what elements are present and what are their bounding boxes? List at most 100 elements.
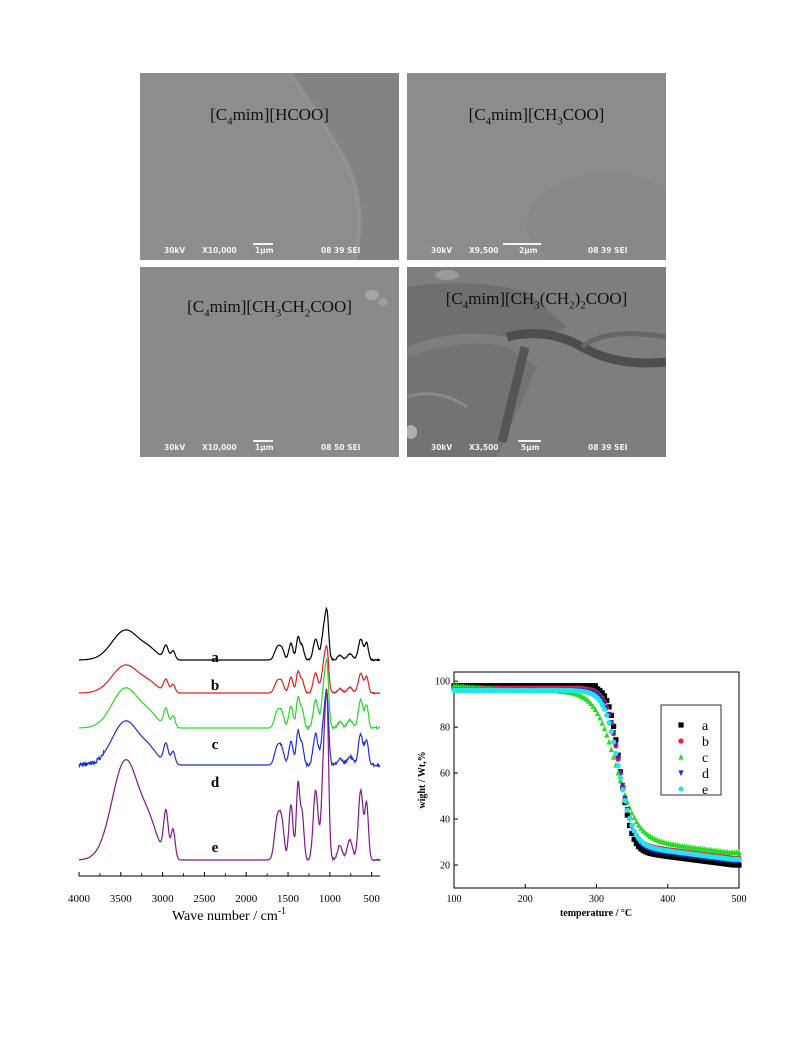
sem-scale-text: 5µm — [521, 443, 540, 452]
tga-point — [601, 693, 608, 699]
tga-point — [629, 830, 635, 836]
tga-legend-box — [660, 704, 722, 796]
ftir-series-label-e: e — [212, 840, 219, 856]
sem-magnification: X10,000 — [202, 443, 237, 452]
tga-point — [597, 714, 603, 721]
sem-code: 08 50 SEI — [321, 443, 361, 452]
tga-x-tick-label: 400 — [660, 894, 675, 905]
sem-label-3: [C4mim][CH3CH2COO] — [187, 297, 352, 320]
tga-point — [590, 703, 596, 709]
sem-panel-1: [C4mim][HCOO] 30kV X10,000 1µm 08 39 SEI — [140, 73, 399, 260]
sem-scale-bar — [253, 243, 273, 245]
tga-point — [588, 700, 594, 707]
sem-magnification: X9,500 — [469, 246, 499, 255]
tga-point — [617, 775, 624, 781]
tga-point — [615, 752, 621, 758]
sem-scale-bar — [518, 440, 541, 442]
sem-label-4: [C4mim][CH3(CH2)2COO] — [445, 289, 628, 312]
sem-code: 08 39 SEI — [588, 246, 628, 255]
ftir-x-tick-label: 2500 — [193, 893, 216, 905]
tga-point — [585, 698, 592, 704]
tga-point — [613, 737, 619, 743]
sem-magnification: X3,500 — [469, 443, 499, 452]
tga-x-axis-label: temperature / °C — [560, 908, 632, 919]
ftir-curve-b — [79, 644, 381, 695]
tga-legend-label-b: b — [702, 735, 709, 750]
tga-y-axis-label: wight / Wt,% — [417, 751, 428, 808]
ftir-series-label-c: c — [212, 737, 219, 753]
tga-point — [613, 750, 619, 756]
ftir-series-label-d: d — [211, 775, 220, 791]
sem-voltage: 30kV — [164, 246, 186, 255]
tga-point — [640, 827, 646, 834]
tga-point — [604, 731, 610, 738]
tga-y-tick-label: 40 — [440, 815, 450, 826]
tga-point — [624, 812, 630, 818]
tga-point — [595, 710, 601, 717]
tga-point — [615, 763, 621, 769]
tga-x-tick-label: 500 — [732, 894, 747, 905]
tga-legend-marker-b — [678, 738, 684, 744]
tga-legend-marker-d — [678, 770, 684, 777]
tga-point — [631, 814, 637, 821]
ftir-x-tick-label: 3500 — [110, 893, 133, 905]
tga-data-points — [451, 682, 742, 868]
sem-panel-4: [C4mim][CH3(CH2)2COO] 30kV X3,500 5µm 08… — [407, 267, 666, 457]
sem-info-bar-3: 30kV X10,000 1µm 08 50 SEI — [140, 440, 399, 454]
sem-voltage: 30kV — [431, 246, 453, 255]
sem-info-bar-1: 30kV X10,000 1µm 08 39 SEI — [140, 243, 399, 257]
tga-point — [626, 816, 633, 822]
tga-point — [636, 822, 642, 828]
tga-point — [608, 728, 614, 735]
tga-point — [604, 712, 610, 718]
ftir-x-tick-label: 2000 — [235, 893, 258, 905]
sem-code: 08 39 SEI — [588, 443, 628, 452]
ftir-curves — [78, 606, 381, 862]
tga-series-e — [451, 687, 742, 862]
tga-point — [736, 862, 742, 868]
tga-legend-label-d: d — [702, 767, 709, 782]
ftir-x-tick-label: 500 — [363, 893, 380, 905]
tga-y-tick-label: 100 — [435, 677, 450, 688]
tga-point — [599, 719, 605, 726]
tga-point — [599, 690, 605, 696]
sem-panel-2: [C4mim][CH3COO] 30kV X9,500 2µm 08 39 SE… — [407, 73, 666, 260]
sem-scale-text: 2µm — [519, 246, 538, 255]
tga-point — [617, 769, 624, 775]
tga-point — [620, 787, 626, 793]
tga-point — [620, 782, 626, 789]
ftir-x-tick-label: 4000 — [68, 893, 91, 905]
tga-point — [601, 706, 608, 712]
tga-point — [638, 825, 644, 831]
tga-legend-label-a: a — [702, 719, 709, 734]
sem-magnification: X10,000 — [202, 246, 237, 255]
sem-label-1: [C4mim][HCOO] — [210, 105, 329, 128]
ftir-curve-e — [79, 688, 381, 862]
sem-scale-text: 1µm — [255, 443, 274, 452]
tga-legend-marker-a — [678, 722, 684, 728]
ftir-series-label-b: b — [211, 678, 219, 694]
tga-legend-marker-c — [678, 753, 684, 760]
ftir-x-ticks: 4000 3500 3000 2500 2000 1500 1000 500 — [68, 872, 380, 905]
sem-voltage: 30kV — [164, 443, 186, 452]
sem-micrograph-2 — [407, 73, 666, 260]
tga-point — [601, 725, 608, 732]
sem-scale-bar — [253, 440, 273, 442]
tga-y-tick-label: 20 — [440, 861, 450, 872]
sem-panel-3: [C4mim][CH3CH2COO] 30kV X10,000 1µm 08 5… — [140, 267, 399, 457]
ftir-series-label-a: a — [211, 650, 219, 666]
tga-point — [592, 706, 598, 713]
ftir-x-axis-label: Wave number / cm-1 — [172, 906, 286, 924]
sem-scale-bar — [503, 243, 541, 245]
tga-point — [606, 719, 612, 726]
tga-legend-label-c: c — [702, 751, 708, 766]
tga-point — [633, 840, 639, 847]
tga-point — [604, 697, 610, 704]
tga-point — [736, 849, 742, 855]
sem-code: 08 39 SEI — [321, 246, 361, 255]
ftir-series-labels: ab c d e — [211, 650, 220, 856]
tga-point — [611, 754, 617, 760]
ftir-x-tick-label: 1000 — [319, 893, 342, 905]
tga-point — [631, 828, 637, 834]
